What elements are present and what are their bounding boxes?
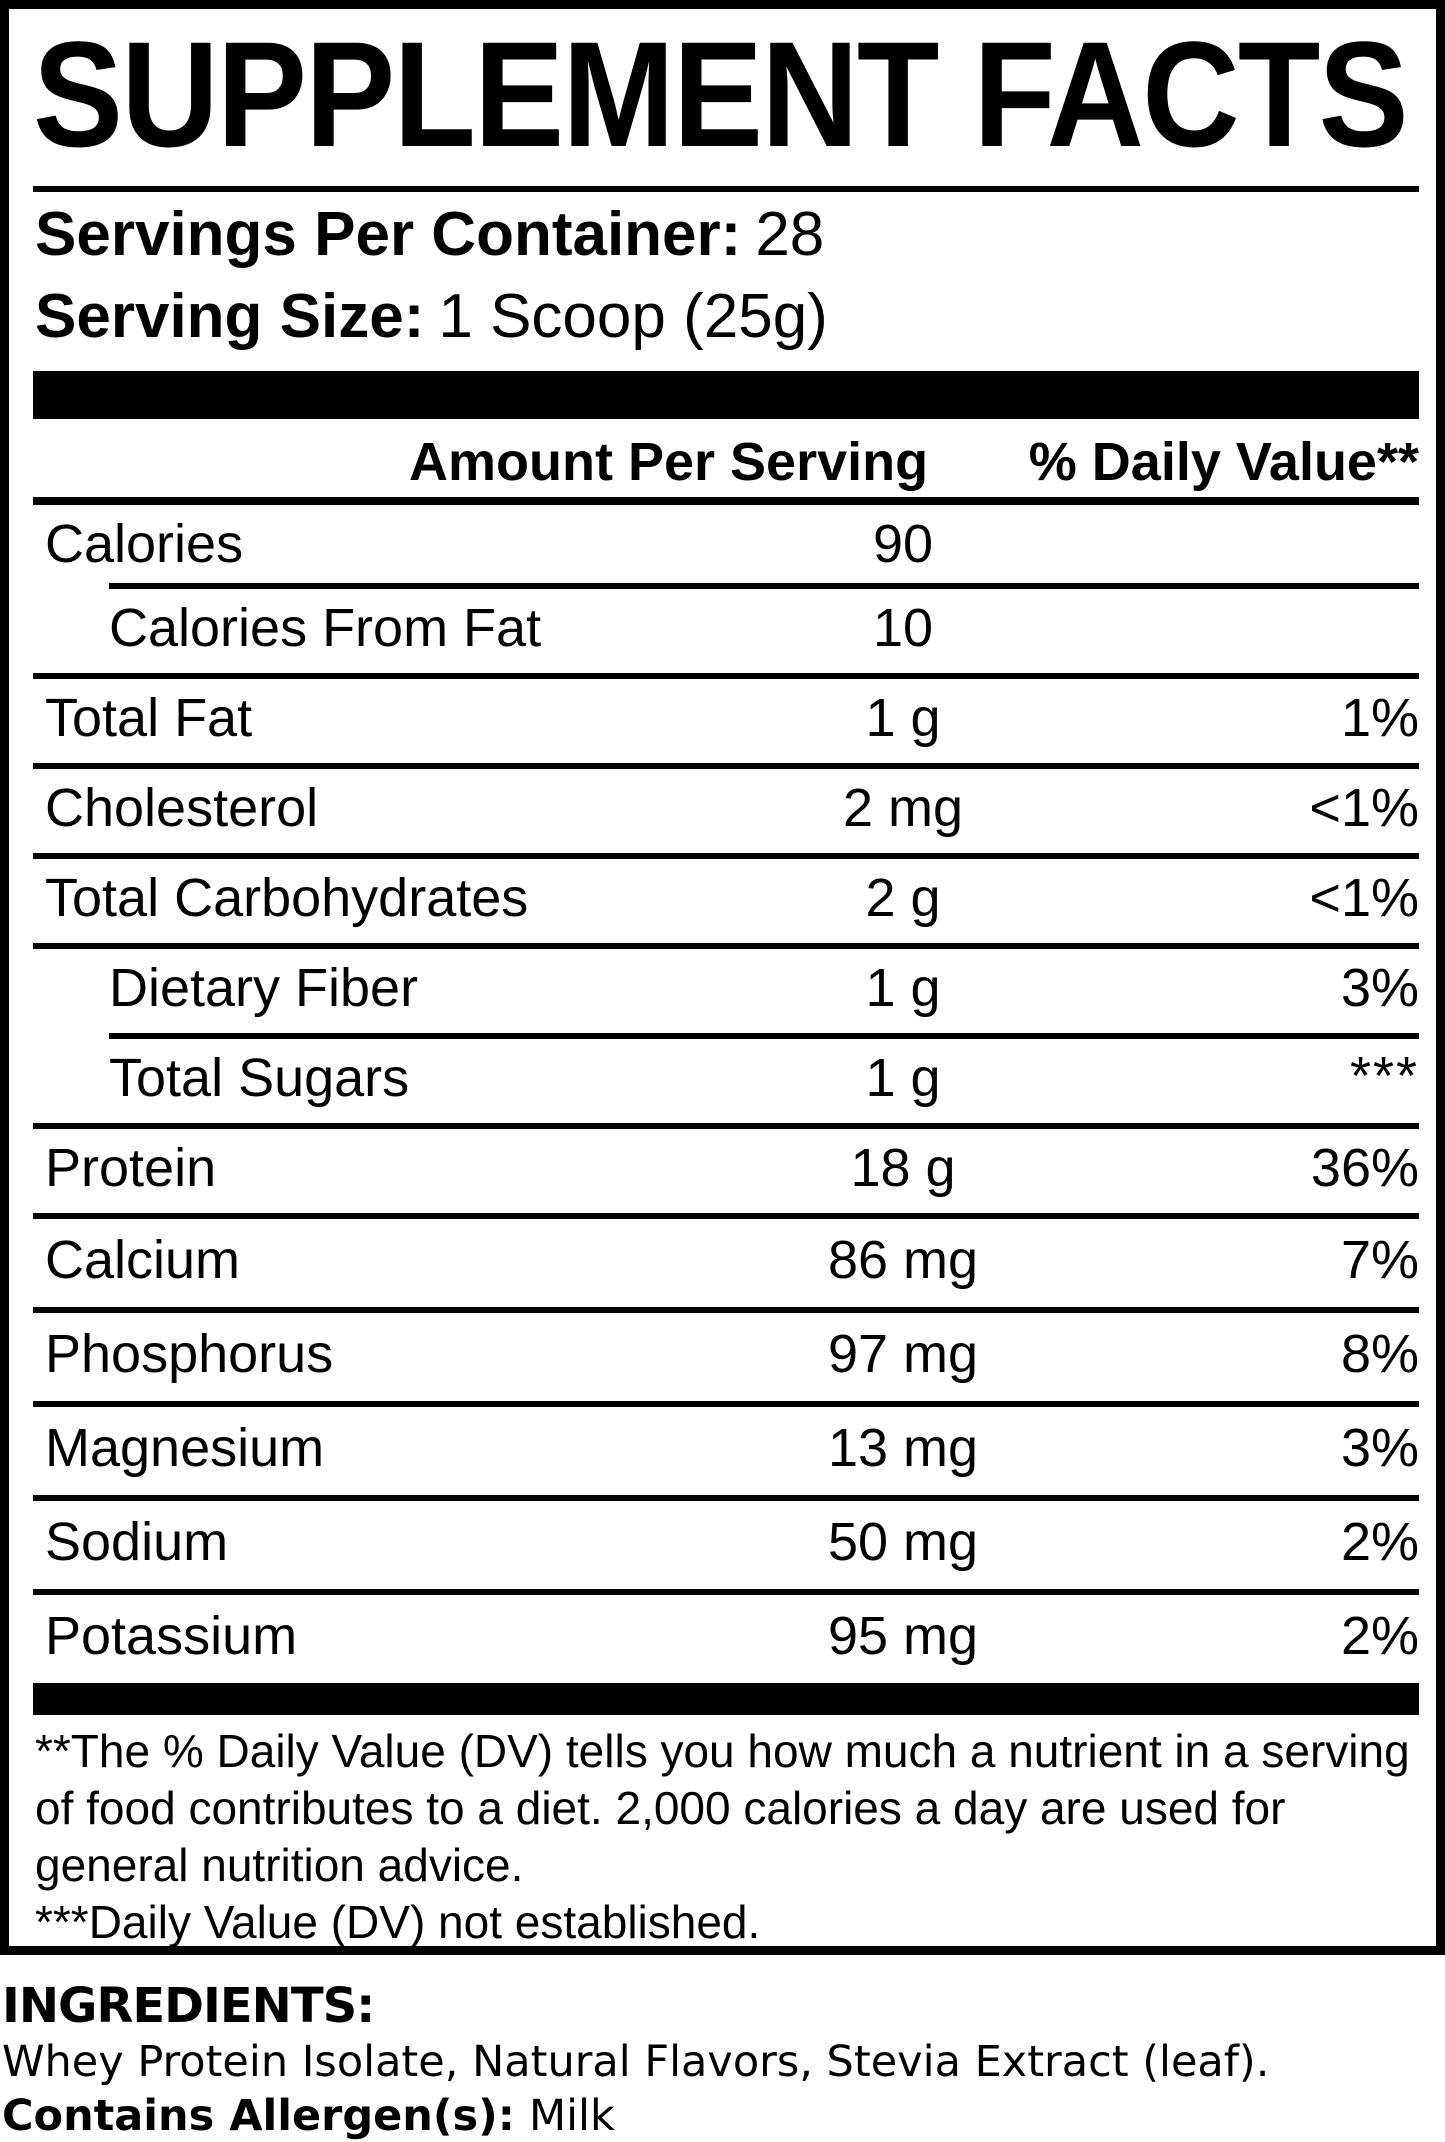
serving-size-value: 1 Scoop (25g) [438,282,828,351]
allergen-label: Contains Allergen(s): [2,2091,515,2141]
table-row-total-carbohydrates: Total Carbohydrates 2 g <1% [33,853,1419,943]
table-row-total-fat: Total Fat 1 g 1% [33,673,1419,763]
row-separator [33,1307,1419,1313]
nutrient-amount: 97 mg [827,1324,979,1384]
allergen-line: Contains Allergen(s): Milk [2,2090,615,2142]
allergen-value: Milk [528,2091,615,2141]
row-separator [33,943,1419,949]
nutrient-name: Total Fat [45,688,253,748]
footnote-daily-value: **The % Daily Value (DV) tells you how m… [35,1725,1410,1891]
nutrient-amount: 18 g [850,1138,956,1198]
nutrient-name: Protein [45,1138,217,1198]
nutrient-name: Total Sugars [109,1048,410,1108]
nutrient-name: Calories From Fat [109,598,542,658]
table-row-potassium: Potassium 95 mg 2% [33,1589,1419,1683]
nutrient-amount: 86 mg [827,1230,979,1290]
nutrient-name: Phosphorus [45,1324,334,1384]
nutrition-table: Calories 90 Calories From Fat 10 Total F… [33,505,1419,1683]
table-row-phosphorus: Phosphorus 97 mg 8% [33,1307,1419,1401]
ingredients-section: INGREDIENTS: Whey Protein Isolate, Natur… [2,1978,1442,2141]
nutrient-dv: <1% [1309,778,1419,838]
nutrient-amount: 1 g [865,688,941,748]
servings-per-container-value: 28 [755,200,825,269]
title-divider [33,186,1419,192]
table-top-bar [33,371,1419,419]
supplement-facts-box: SUPPLEMENT FACTS Servings Per Container:… [0,0,1445,1955]
nutrient-dv: 2% [1340,1606,1419,1666]
nutrient-dv: 8% [1340,1324,1419,1384]
nutrient-name: Calories [45,514,244,574]
column-headers: Amount Per Serving % Daily Value** [33,427,1419,497]
nutrient-dv: 2% [1340,1512,1419,1572]
row-separator [33,1589,1419,1595]
nutrient-name: Sodium [45,1512,229,1572]
nutrient-name: Total Carbohydrates [45,868,529,928]
nutrient-dv: 3% [1340,1418,1419,1478]
nutrient-dv: 36% [1310,1138,1419,1198]
daily-value-column-header: % Daily Value** [1028,432,1419,492]
table-row-calcium: Calcium 86 mg 7% [33,1213,1419,1307]
table-row-total-sugars: Total Sugars 1 g *** [33,1033,1419,1123]
nutrient-amount: 1 g [865,958,941,1018]
row-separator [33,1401,1419,1407]
nutrient-amount: 1 g [865,1048,941,1108]
table-bottom-bar [33,1683,1419,1715]
nutrient-dv: 3% [1340,958,1419,1018]
footnotes: **The % Daily Value (DV) tells you how m… [35,1723,1425,1951]
table-row-magnesium: Magnesium 13 mg 3% [33,1401,1419,1495]
table-row-protein: Protein 18 g 36% [33,1123,1419,1213]
nutrient-dv: *** [1349,1046,1419,1106]
row-separator [109,1033,1419,1039]
nutrient-amount: 13 mg [827,1418,979,1478]
label-title: SUPPLEMENT FACTS [33,10,1409,178]
nutrient-name: Potassium [45,1606,298,1666]
nutrient-dv: 1% [1340,688,1419,748]
nutrient-dv: 7% [1340,1230,1419,1290]
nutrient-amount: 10 [872,598,934,658]
table-row-cholesterol: Cholesterol 2 mg <1% [33,763,1419,853]
row-separator [33,853,1419,859]
ingredients-list: Whey Protein Isolate, Natural Flavors, S… [2,2037,1270,2087]
header-divider [33,497,1419,505]
table-row-calories: Calories 90 [33,505,1419,583]
nutrient-name: Dietary Fiber [109,958,419,1018]
amount-column-header: Amount Per Serving [409,432,929,492]
ingredients-heading: INGREDIENTS: [2,1978,375,2034]
row-separator [109,583,1419,589]
table-row-sodium: Sodium 50 mg 2% [33,1495,1419,1589]
row-separator [33,1213,1419,1219]
servings-per-container-label: Servings Per Container: [35,200,742,269]
table-row-dietary-fiber: Dietary Fiber 1 g 3% [33,943,1419,1033]
row-separator [33,673,1419,679]
serving-size-label: Serving Size: [35,282,425,351]
table-row-calories-from-fat: Calories From Fat 10 [33,583,1419,673]
nutrient-dv: <1% [1309,868,1419,928]
nutrient-amount: 2 mg [842,778,964,838]
row-separator [33,1495,1419,1501]
nutrient-name: Calcium [45,1230,241,1290]
nutrient-amount: 50 mg [827,1512,979,1572]
nutrient-name: Cholesterol [45,778,319,838]
serving-size-row: Serving Size: 1 Scoop (25g) [35,281,828,353]
nutrient-amount: 90 [872,514,934,574]
row-separator [33,763,1419,769]
row-separator [33,1123,1419,1129]
nutrient-amount: 2 g [865,868,941,928]
nutrient-amount: 95 mg [827,1606,979,1666]
servings-per-container-row: Servings Per Container: 28 [35,199,824,271]
nutrient-name: Magnesium [45,1418,325,1478]
footnote-not-established: ***Daily Value (DV) not established. [35,1896,761,1948]
